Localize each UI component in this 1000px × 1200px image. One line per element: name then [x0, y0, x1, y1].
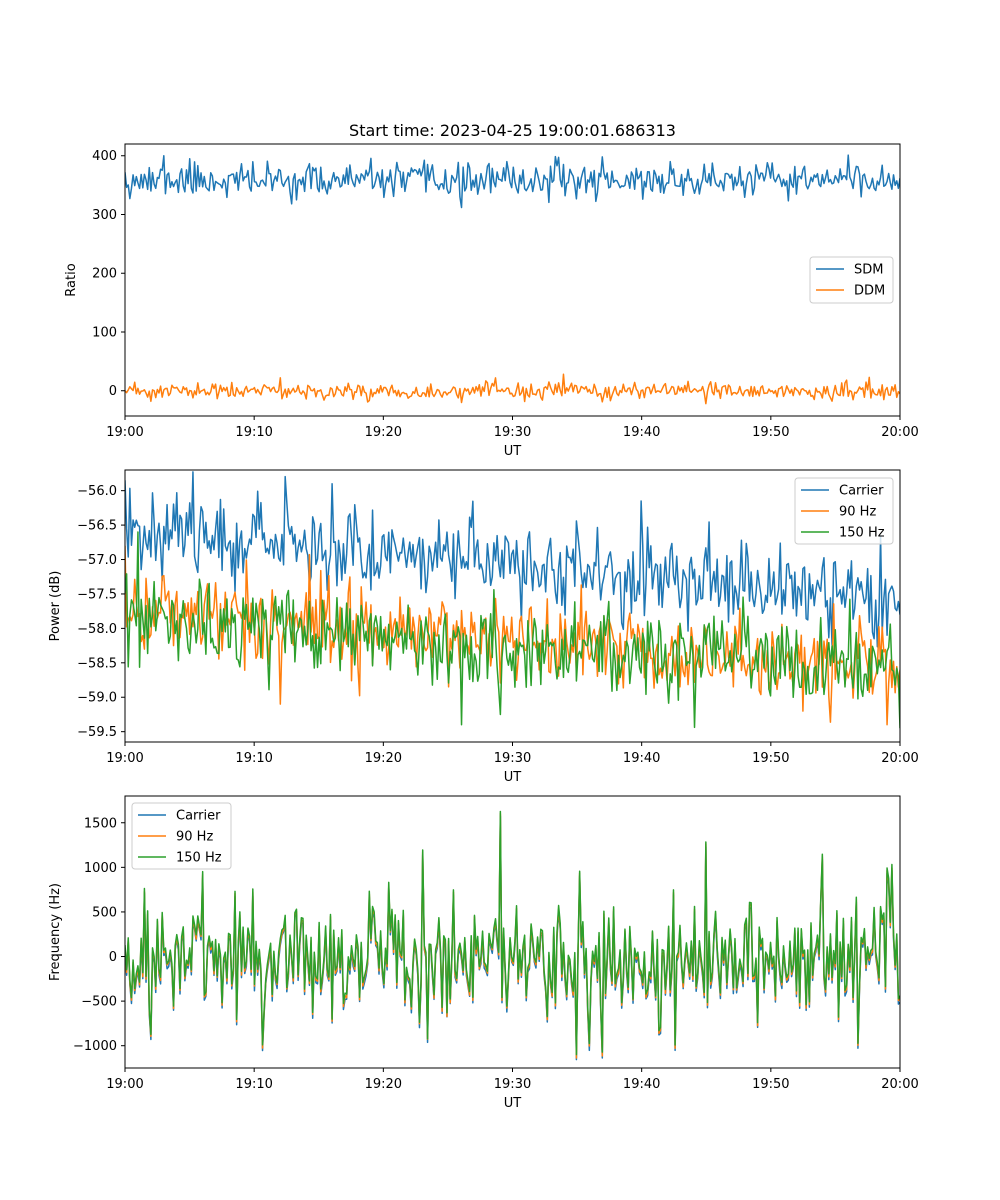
y-axis-label: Frequency (Hz)	[48, 883, 63, 981]
series-line-150-hz	[125, 531, 900, 729]
x-tick-label: 19:40	[623, 1077, 660, 1092]
x-tick-label: 19:30	[494, 751, 531, 766]
y-tick-label: 400	[92, 149, 117, 164]
panel-3: 19:00 19:10 19:20 19:30 19:40 19:50 20:00 −1000…	[48, 795, 919, 1111]
x-tick-label: 20:00	[881, 1077, 918, 1092]
y-tick-label: 0	[109, 384, 117, 399]
x-tick-label: 19:50	[752, 751, 789, 766]
legend-label: 90 Hz	[839, 505, 876, 520]
x-tick-label: 19:10	[235, 1077, 272, 1092]
y-tick-label: −57.5	[77, 587, 117, 602]
legend-label: SDM	[854, 263, 883, 278]
legend-box	[794, 477, 894, 545]
y-tick-label: −59.5	[77, 725, 117, 740]
x-tick-label: 19:40	[623, 425, 660, 440]
panel-2: 19:00 19:10 19:20 19:30 19:40 19:50 20:00 −56.0…	[48, 469, 919, 785]
legend: Carrier 90 Hz 150 Hz	[794, 477, 894, 545]
x-tick-label: 19:20	[365, 425, 402, 440]
y-tick-label: 1500	[84, 816, 117, 831]
y-tick-label: 100	[92, 325, 117, 340]
legend: Carrier 90 Hz 150 Hz	[131, 802, 232, 870]
y-tick-label: −58.5	[77, 656, 117, 671]
legend-box	[131, 802, 232, 870]
y-tick-label: −58.0	[77, 622, 117, 637]
y-axis-label: Power (dB)	[48, 571, 63, 642]
x-tick-label: 19:50	[752, 425, 789, 440]
x-tick-label: 19:30	[494, 1077, 531, 1092]
x-axis-label: UT	[504, 444, 522, 459]
y-tick-label: −500	[81, 995, 117, 1010]
x-tick-label: 19:10	[235, 425, 272, 440]
plot-area	[125, 471, 900, 729]
figure-title: Start time: 2023-04-25 19:00:01.686313	[349, 121, 676, 140]
plot-area	[125, 810, 900, 1061]
plot-area	[125, 154, 900, 405]
x-tick-label: 20:00	[881, 751, 918, 766]
x-tick-label: 19:30	[494, 425, 531, 440]
x-tick-label: 19:00	[106, 751, 143, 766]
series-line-ddm	[125, 373, 900, 405]
y-tick-label: −56.5	[77, 519, 117, 534]
y-axis-label: Ratio	[64, 263, 79, 296]
y-tick-label: 200	[92, 267, 117, 282]
legend-label: 90 Hz	[176, 830, 213, 845]
y-tick-label: 500	[92, 905, 117, 920]
legend: SDM DDM	[809, 256, 894, 304]
y-tick-label: −57.0	[77, 553, 117, 568]
y-tick-label: −59.0	[77, 691, 117, 706]
y-tick-label: 0	[109, 950, 117, 965]
series-line-sdm	[125, 154, 900, 209]
x-tick-label: 19:10	[235, 751, 272, 766]
legend-label: 150 Hz	[839, 526, 885, 541]
y-tick-label: −1000	[73, 1039, 117, 1054]
panels: 19:00 19:10 19:20 19:30 19:40 19:50 20:00 0 100 2…	[48, 143, 919, 1111]
series-line-carrier	[125, 471, 900, 648]
y-tick-label: −56.0	[77, 484, 117, 499]
y-tick-label: 300	[92, 208, 117, 223]
x-tick-label: 19:00	[106, 1077, 143, 1092]
y-tick-label: 1000	[84, 861, 117, 876]
x-tick-label: 20:00	[881, 425, 918, 440]
x-tick-label: 19:00	[106, 425, 143, 440]
panel-1: 19:00 19:10 19:20 19:30 19:40 19:50 20:00 0 100 2…	[64, 143, 919, 459]
x-axis-label: UT	[504, 770, 522, 785]
legend-label: 150 Hz	[176, 851, 222, 866]
x-tick-label: 19:20	[365, 1077, 402, 1092]
x-tick-label: 19:40	[623, 751, 660, 766]
legend-label: Carrier	[839, 484, 884, 499]
x-axis-label: UT	[504, 1096, 522, 1111]
series-line-150-hz	[125, 810, 900, 1056]
x-tick-label: 19:20	[365, 751, 402, 766]
legend-label: Carrier	[176, 809, 221, 824]
legend-label: DDM	[854, 284, 885, 299]
x-tick-label: 19:50	[752, 1077, 789, 1092]
